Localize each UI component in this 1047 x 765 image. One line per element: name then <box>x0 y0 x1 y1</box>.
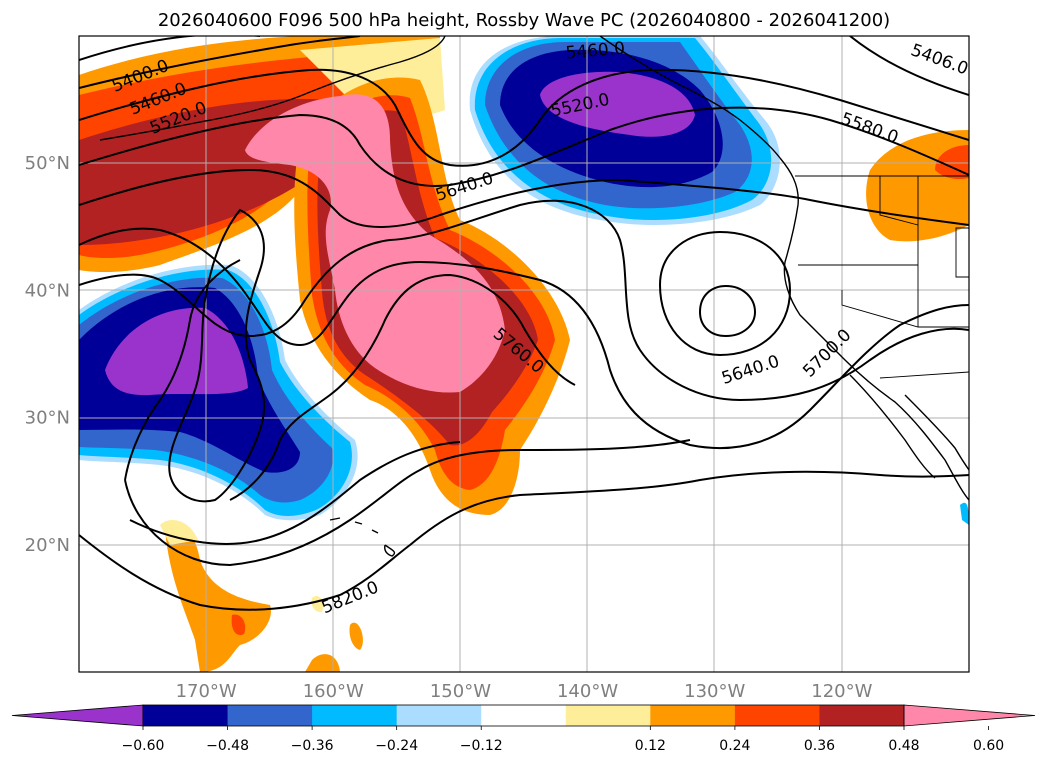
contour-5580 <box>79 106 969 187</box>
alaska-peninsula <box>99 36 446 141</box>
positive-blob-small-2 <box>305 654 340 672</box>
contour-5580-ne <box>849 36 969 96</box>
map-layers: 5400.05460.05520.05460.05520.05406.05580… <box>79 36 969 672</box>
positive-strip-orange <box>165 526 271 672</box>
colorbar-tick-label: −0.60 <box>122 738 165 754</box>
map-frame <box>78 35 970 673</box>
positive-strip-red <box>231 614 246 636</box>
colorbar-segment <box>734 705 820 726</box>
positive-strip-yellow <box>160 520 198 545</box>
baja-california <box>849 374 936 479</box>
contour-5400 <box>79 36 260 61</box>
colorbar-tick-label: −0.36 <box>291 738 334 754</box>
colorbar-tick-label: −0.48 <box>206 738 249 754</box>
gulf-of-california <box>904 394 969 471</box>
colorbar-segment <box>481 705 567 726</box>
colorbar-extend-max <box>903 704 1036 727</box>
colorbar-outline <box>142 704 905 727</box>
colorbar-segment <box>396 705 482 726</box>
figure-title: 2026040600 F096 500 hPa height, Rossby W… <box>158 10 890 31</box>
lon-tick-label: 140°W <box>557 681 618 702</box>
state-border <box>841 290 969 328</box>
contour-5640-west <box>79 199 969 402</box>
state-border <box>879 176 919 226</box>
colorbar-tick-label: 0.36 <box>804 738 835 754</box>
political-borders <box>795 175 969 379</box>
alaska-south-coast <box>599 36 781 159</box>
contour-5640-low-inner <box>698 284 757 338</box>
contour-5820 <box>79 470 969 611</box>
colorbar-tick-label: −0.24 <box>375 738 418 754</box>
colorbar-tick-label: −0.12 <box>460 738 503 754</box>
lat-tick-label: 40°N <box>25 280 70 301</box>
latitude-labels: 20°N 30°N 40°N 50°N <box>25 153 70 556</box>
lon-tick-label: 170°W <box>176 681 237 702</box>
contour-5880 <box>129 441 461 545</box>
lat-tick-label: 30°N <box>25 408 70 429</box>
colorbar-segment <box>143 705 229 726</box>
lon-tick-label: 130°W <box>684 681 745 702</box>
contour-5640-low-outer <box>658 230 792 357</box>
lon-tick-label: 150°W <box>430 681 491 702</box>
negative-sw-purple <box>105 307 248 396</box>
contour-5760-south <box>124 259 241 481</box>
colorbar-tick-label: 0.24 <box>719 738 750 754</box>
lat-tick-label: 50°N <box>25 153 70 174</box>
lon-tick-label: 160°W <box>303 681 364 702</box>
contour-5460 <box>79 36 361 89</box>
lon-tick-label: 120°W <box>811 681 872 702</box>
hawaii-islands <box>329 517 396 557</box>
contour-5700 <box>79 227 969 449</box>
colorbar-tick-label: 0.60 <box>973 738 1004 754</box>
coastlines <box>99 36 969 557</box>
contour-5700-loop <box>168 208 266 503</box>
contour-5820-inner <box>124 439 691 567</box>
colorbar-segment <box>227 705 313 726</box>
colorbar-segment <box>565 705 651 726</box>
colorbar-segment <box>312 705 398 726</box>
longitude-labels: 170°W 160°W 150°W 140°W 130°W 120°W <box>176 681 873 702</box>
contour-5520 <box>79 68 969 167</box>
contour-5760 <box>229 273 576 501</box>
height-contours <box>79 36 969 611</box>
negative-se-sliver <box>960 502 969 525</box>
mexico-border <box>879 371 969 379</box>
colorbar-segment <box>650 705 736 726</box>
state-border <box>955 227 969 278</box>
colorbar-extend-min <box>11 704 144 727</box>
lat-tick-label: 20°N <box>25 535 70 556</box>
colorbar-tick-label: 0.48 <box>888 738 919 754</box>
contour-5640 <box>79 168 969 228</box>
colorbar-tick-label: 0.12 <box>635 738 666 754</box>
north-america-west-coast <box>779 157 969 501</box>
colorbar: −0.60 −0.48 −0.36 −0.24 −0.12 0.12 0.24 0.36 0.4… <box>11 704 1036 754</box>
positive-blob-small <box>349 622 363 650</box>
colorbar-segment <box>819 705 905 726</box>
